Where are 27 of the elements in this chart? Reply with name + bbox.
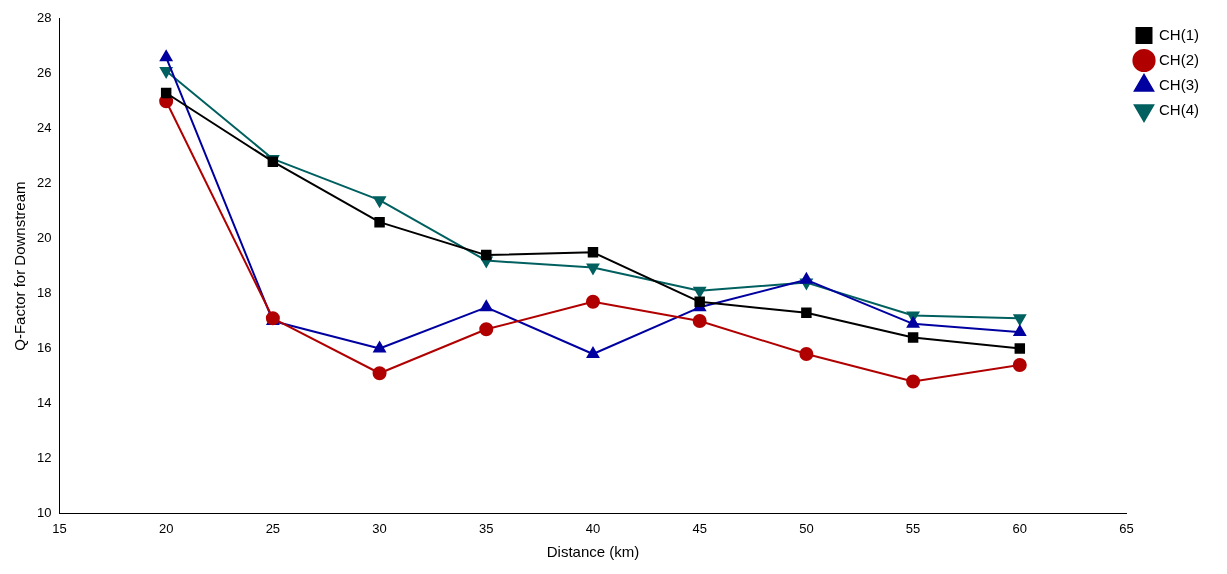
legend-label: CH(4) — [1159, 100, 1199, 118]
y-tick-label: 20 — [36, 230, 52, 246]
y-axis-title: Q-Factor for Downstream — [11, 181, 29, 351]
x-tick-label: 40 — [585, 520, 601, 536]
y-tick-label: 14 — [36, 395, 52, 411]
y-tick-label: 12 — [36, 450, 52, 466]
x-tick-label: 65 — [1119, 520, 1134, 536]
y-tick-label: 10 — [36, 504, 52, 520]
x-tick-label: 20 — [158, 520, 174, 536]
x-tick-label: 45 — [692, 520, 707, 536]
y-tick-label: 16 — [36, 340, 52, 356]
legend-label: CH(3) — [1159, 75, 1199, 93]
legend-label: CH(2) — [1159, 50, 1199, 68]
x-tick-label: 30 — [372, 520, 387, 536]
x-tick-label: 15 — [52, 520, 67, 536]
x-tick-label: 60 — [1012, 520, 1028, 536]
y-tick-label: 24 — [36, 120, 52, 136]
y-tick-label: 18 — [36, 285, 52, 301]
y-tick-label: 22 — [36, 175, 52, 191]
x-tick-label: 25 — [265, 520, 281, 536]
x-axis-title: Distance (km) — [546, 543, 640, 561]
y-tick-label: 28 — [36, 10, 52, 26]
y-tick-label: 26 — [36, 65, 52, 81]
x-tick-label: 50 — [799, 520, 814, 536]
legend-label: CH(1) — [1159, 25, 1199, 43]
x-tick-label: 55 — [905, 520, 921, 536]
x-tick-label: 35 — [479, 520, 494, 536]
